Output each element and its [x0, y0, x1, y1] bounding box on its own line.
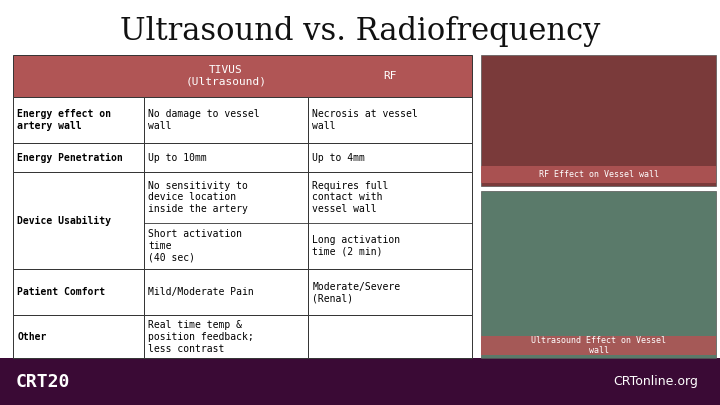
Bar [308, 315, 472, 358]
Text: TIVUS
(Ultrasound): TIVUS (Ultrasound) [185, 65, 266, 87]
Bar [0, 358, 720, 405]
Text: Short activation
time
(40 sec): Short activation time (40 sec) [148, 229, 242, 262]
Text: Patient Comfort: Patient Comfort [17, 287, 105, 297]
Bar [481, 55, 716, 186]
Bar [144, 172, 308, 269]
Text: Real time temp &
position feedback;
less contrast: Real time temp & position feedback; less… [148, 320, 253, 354]
Text: Moderate/Severe
(Renal): Moderate/Severe (Renal) [312, 281, 400, 303]
Bar [13, 269, 144, 315]
Text: RF: RF [383, 71, 397, 81]
Bar [144, 315, 308, 358]
Bar [481, 336, 716, 355]
Text: No sensitivity to
device location
inside the artery: No sensitivity to device location inside… [148, 181, 248, 214]
Bar [481, 166, 716, 183]
Text: Other: Other [17, 332, 47, 342]
Text: Necrosis at vessel
wall: Necrosis at vessel wall [312, 109, 418, 131]
Text: CRTonline.org: CRTonline.org [613, 375, 698, 388]
Text: Energy effect on
artery wall: Energy effect on artery wall [17, 109, 112, 131]
Bar [13, 55, 472, 97]
Bar [13, 172, 144, 269]
Bar [13, 143, 144, 172]
Bar [13, 97, 144, 143]
Bar [308, 97, 472, 143]
Text: CRT20: CRT20 [16, 373, 71, 391]
Bar [481, 191, 716, 358]
Bar [13, 315, 144, 358]
Text: Up to 4mm: Up to 4mm [312, 153, 365, 163]
Text: Long activation
time (2 min): Long activation time (2 min) [312, 235, 400, 257]
Text: RF Effect on Vessel wall: RF Effect on Vessel wall [539, 170, 659, 179]
Bar [144, 269, 308, 315]
Text: Up to 10mm: Up to 10mm [148, 153, 207, 163]
Text: Device Usability: Device Usability [17, 215, 112, 226]
Text: Mild/Moderate Pain: Mild/Moderate Pain [148, 287, 253, 297]
Text: Ultrasound vs. Radiofrequency: Ultrasound vs. Radiofrequency [120, 16, 600, 47]
Text: Ultrasound Effect on Vessel
wall: Ultrasound Effect on Vessel wall [531, 336, 666, 355]
Bar [308, 269, 472, 315]
Bar [308, 143, 472, 172]
Bar [144, 97, 308, 143]
Bar [144, 143, 308, 172]
Text: Energy Penetration: Energy Penetration [17, 153, 123, 163]
Text: Requires full
contact with
vessel wall: Requires full contact with vessel wall [312, 181, 389, 214]
Bar [308, 172, 472, 269]
Text: No damage to vessel
wall: No damage to vessel wall [148, 109, 260, 131]
